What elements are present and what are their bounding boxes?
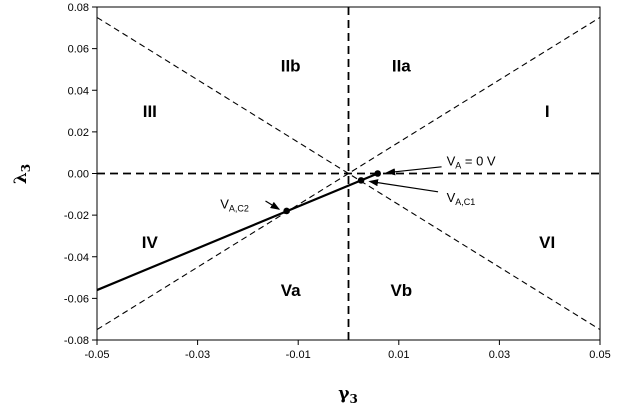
- region-label-IIb: IIb: [281, 56, 301, 75]
- dashed-line-1: [96, 16, 601, 331]
- y-tick-label-5: -0.02: [64, 210, 89, 222]
- data-point-1: [357, 177, 365, 184]
- annotation-arrow-2: [265, 200, 281, 210]
- y-tick-label-2: 0.04: [68, 85, 89, 97]
- annotation-label-2: VA,C2: [220, 197, 249, 214]
- region-label-I: I: [545, 102, 550, 121]
- x-tick-label-2: -0.01: [286, 349, 311, 361]
- y-tick-label-7: -0.06: [64, 293, 89, 305]
- region-label-III: III: [143, 102, 157, 121]
- data-point-2: [283, 207, 290, 215]
- x-tick-label-4: 0.03: [489, 349, 510, 361]
- annotation-label-1: VA,C1: [447, 190, 476, 207]
- x-tick-label-3: 0.01: [388, 349, 409, 361]
- solid-line: [96, 172, 379, 292]
- y-axis-label: λ3: [11, 164, 33, 184]
- y-tick-label-8: -0.08: [64, 335, 89, 347]
- region-label-Va: Va: [281, 281, 301, 300]
- region-label-IV: IV: [142, 233, 159, 252]
- dashed-line-0: [96, 16, 601, 331]
- region-label-IIa: IIa: [392, 56, 411, 75]
- annotation-arrow-1: [368, 179, 439, 193]
- x-tick-label-5: 0.05: [589, 349, 610, 361]
- x-axis-label: γ3: [338, 384, 358, 406]
- y-tick-label-0: 0.08: [68, 2, 89, 14]
- region-label-Vb: Vb: [390, 281, 412, 300]
- x-tick-label-1: -0.03: [185, 349, 210, 361]
- data-point-0: [374, 170, 381, 177]
- y-tick-label-6: -0.04: [64, 252, 89, 264]
- annotation-arrow-0: [385, 166, 442, 176]
- y-tick-label-1: 0.06: [68, 44, 89, 56]
- x-tick-label-0: -0.05: [84, 349, 109, 361]
- region-label-VI: VI: [539, 233, 555, 252]
- y-tick-label-4: 0.00: [68, 169, 89, 181]
- y-tick-label-3: 0.02: [68, 127, 89, 139]
- annotation-label-0: VA = 0 V: [447, 154, 496, 171]
